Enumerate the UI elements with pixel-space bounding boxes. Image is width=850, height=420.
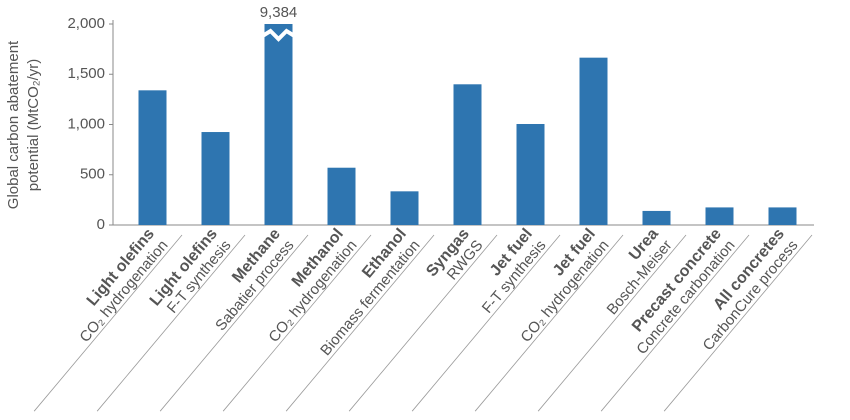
bar — [453, 84, 482, 225]
divider — [222, 234, 372, 412]
value-label: 9,384 — [260, 4, 298, 21]
bar — [327, 167, 356, 225]
divider — [474, 234, 624, 412]
bar — [705, 207, 734, 225]
y-tick-label: 1,500 — [67, 65, 105, 82]
y-axis-label: potential (MtCO₂/yr) — [25, 59, 42, 192]
y-tick-label: 0 — [97, 216, 105, 233]
bar — [516, 123, 545, 225]
divider — [600, 234, 750, 412]
divider — [96, 234, 246, 412]
bar — [390, 191, 419, 225]
bar — [768, 207, 797, 225]
divider — [33, 234, 183, 412]
y-tick-label: 1,000 — [67, 115, 105, 132]
divider — [348, 234, 498, 412]
divider — [411, 234, 561, 412]
axis-break — [261, 28, 296, 42]
divider — [159, 234, 309, 412]
divider — [537, 234, 687, 412]
bar — [579, 57, 608, 226]
bar — [642, 210, 671, 225]
y-tick-label: 2,000 — [67, 15, 105, 32]
divider — [663, 234, 813, 412]
divider — [285, 234, 435, 412]
y-tick-label: 500 — [80, 166, 105, 183]
bar — [264, 24, 293, 225]
bar — [201, 132, 230, 225]
y-axis-label: Global carbon abatement — [5, 40, 22, 209]
bar — [138, 90, 167, 225]
